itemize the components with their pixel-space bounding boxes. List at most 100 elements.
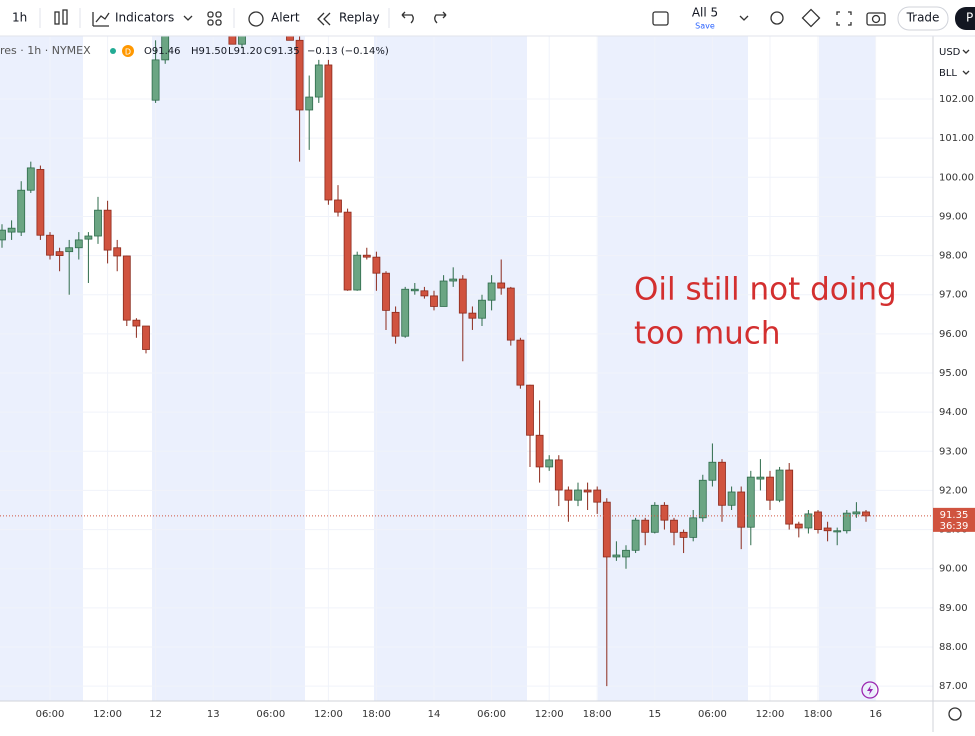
candle-body (362, 254, 371, 258)
scale-controls: USD BLL (939, 47, 970, 79)
candle-body (439, 280, 448, 307)
candle-body (564, 489, 573, 501)
candle-body (26, 167, 35, 191)
symbol[interactable]: res · 1h · NYMEX (0, 44, 91, 57)
candle-body (785, 469, 794, 525)
unit[interactable]: BLL (939, 68, 957, 79)
candle-body (65, 247, 74, 253)
candle-body (151, 59, 160, 101)
candle-body (161, 36, 170, 61)
currency[interactable]: USD (939, 47, 961, 58)
candle-body (804, 513, 813, 529)
candle-body (535, 434, 544, 468)
dropdown[interactable] (962, 49, 970, 54)
candle-body (334, 199, 342, 213)
candle-body (497, 282, 506, 289)
publish-button-bg[interactable] (955, 7, 975, 30)
candle-body (391, 311, 400, 337)
candle-body (612, 554, 621, 558)
session-backgrounds (0, 36, 875, 701)
candle-body (353, 254, 362, 291)
x-tick-label: 16 (869, 709, 882, 720)
search-icon[interactable] (770, 11, 784, 25)
x-tick-label: 06:00 (477, 709, 506, 720)
candle-body (103, 209, 112, 251)
replay-icon[interactable] (317, 12, 331, 26)
candle-body (7, 227, 16, 233)
candle-body (708, 461, 717, 481)
axis-settings[interactable] (948, 707, 962, 721)
indicators-button[interactable]: Indicators (115, 11, 174, 25)
candle-body (842, 512, 851, 532)
candle-body (113, 247, 122, 257)
candle-body (487, 282, 496, 301)
candle-body (718, 461, 726, 506)
redo-icon[interactable] (434, 11, 447, 24)
candle-body (430, 295, 438, 307)
candle-body (314, 64, 323, 98)
legend-close: C91.35 (264, 46, 300, 57)
candle-body (689, 517, 698, 538)
y-tick-label: 94.00 (939, 407, 968, 418)
templates-icon[interactable] (207, 11, 222, 26)
candle-body (449, 278, 458, 282)
candle-body (650, 504, 659, 533)
settings-icon[interactable] (801, 8, 821, 28)
layout-icon[interactable] (652, 11, 669, 26)
candle-body (401, 288, 410, 337)
x-tick-label: 12:00 (535, 709, 564, 720)
candle-body (468, 312, 477, 319)
undo-icon[interactable] (401, 11, 414, 24)
market-status (110, 48, 116, 54)
chart-type-icon[interactable] (54, 9, 68, 25)
candle-body (727, 491, 736, 506)
candle-body (286, 36, 294, 41)
snapshot-lens (871, 14, 881, 24)
y-tick-label: 90.00 (939, 564, 968, 575)
x-tick-label: 18:00 (583, 709, 612, 720)
save-status[interactable]: Save (695, 22, 715, 31)
x-tick-label: 06:00 (698, 709, 727, 720)
layout-name[interactable]: All 5 (692, 6, 718, 20)
x-tick-label: 14 (428, 709, 441, 720)
fullscreen-icon[interactable] (836, 11, 852, 26)
candle-body (94, 209, 102, 237)
trade-button-bg[interactable] (897, 6, 949, 31)
x-tick-label: 18:00 (362, 709, 391, 720)
x-tick-label: 12:00 (93, 709, 122, 720)
y-tick-label: 95.00 (939, 368, 968, 379)
dropdown[interactable] (739, 15, 749, 21)
session-band (374, 36, 527, 701)
candle-body (833, 530, 842, 533)
publish-button[interactable]: P (966, 11, 973, 25)
dropdown[interactable] (962, 70, 970, 75)
x-tick-label: 12:00 (314, 709, 343, 720)
candle-body (420, 290, 429, 297)
x-tick-label: 06:00 (36, 709, 65, 720)
candle-body (410, 288, 419, 292)
last-price-label: 91.35 (940, 510, 969, 521)
candle-body (862, 511, 870, 517)
toolbar-bg (0, 0, 975, 36)
legend-low: L91.20 (228, 46, 262, 57)
snapshot-icon[interactable] (866, 12, 886, 26)
alert-button[interactable]: Alert (271, 11, 300, 25)
candle-body (142, 325, 150, 350)
candle-body (554, 459, 563, 491)
candle-body (574, 489, 582, 501)
y-tick-label: 98.00 (939, 251, 968, 262)
candle-body (660, 504, 669, 521)
dropdown[interactable] (183, 15, 193, 21)
trade-button[interactable]: Trade (906, 11, 940, 25)
candle-body (737, 491, 746, 528)
events-icon[interactable] (861, 681, 879, 699)
session-band (152, 36, 305, 701)
indicators-icon[interactable] (92, 12, 110, 27)
candle-body (698, 479, 707, 519)
interval[interactable]: 1h (12, 11, 27, 25)
replay-button[interactable]: Replay (339, 11, 380, 25)
y-tick-label: 88.00 (939, 642, 968, 653)
toolbar: 1h Indicators Alert Replay All 5 Save Tr… (0, 0, 975, 37)
candle-body (602, 501, 611, 558)
alert-icon[interactable] (248, 11, 264, 27)
